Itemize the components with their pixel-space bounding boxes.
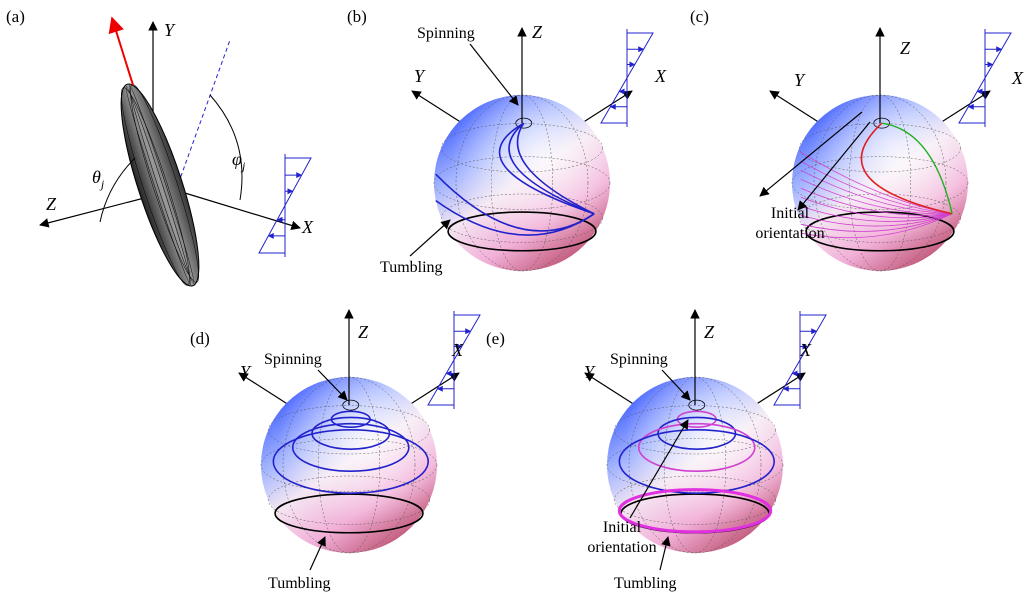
axis-label: Z [46, 194, 57, 214]
panel-label: (d) [190, 329, 210, 348]
panel-label: (c) [690, 7, 709, 26]
annotation: Tumbling [380, 259, 443, 276]
axis-label: Z [532, 22, 543, 42]
figure: (a) Y Z X θj φj (b) Z Y X Spinning Tumbl… [0, 0, 1029, 601]
annotation: Spinning [264, 351, 322, 368]
symbol: θ [92, 167, 101, 187]
angle-label: θj [92, 167, 105, 191]
axis-label: Y [240, 362, 252, 382]
angle-arc [210, 95, 242, 200]
arrow [410, 220, 450, 256]
arrow [175, 190, 300, 228]
angle-label: φj [232, 149, 246, 173]
angle-arc [100, 158, 135, 222]
annotation: Tumbling [614, 575, 677, 592]
axis-label: Y [414, 66, 426, 86]
arrow [470, 44, 518, 105]
arrow [412, 91, 462, 123]
axis-label: Y [164, 20, 176, 40]
annotation: orientation [587, 539, 656, 556]
panel-label: (e) [486, 329, 505, 348]
director [176, 40, 230, 190]
axis-label: X [1011, 68, 1024, 88]
panel-label: (a) [6, 7, 25, 26]
annotation: Spinning [610, 351, 668, 368]
arrow [112, 18, 133, 85]
axis-label: Z [358, 322, 369, 342]
axis-label: Y [794, 70, 806, 90]
annotation: orientation [755, 225, 824, 242]
graphics [40, 18, 1011, 570]
ellipsoid [106, 77, 213, 292]
annotation: Tumbling [268, 575, 331, 592]
axis-label: Z [704, 322, 715, 342]
axis-label: X [654, 66, 667, 86]
annotation: Spinning [417, 25, 475, 42]
axis-label: X [799, 340, 812, 360]
arrow [770, 91, 820, 123]
axis-label: Z [900, 38, 911, 58]
axis-label: X [451, 340, 464, 360]
axis-label: X [301, 217, 314, 237]
symbol: φ [232, 149, 242, 169]
panel-label: (b) [347, 7, 367, 26]
annotation: Initial [603, 519, 642, 536]
annotation: Initial [771, 205, 810, 222]
